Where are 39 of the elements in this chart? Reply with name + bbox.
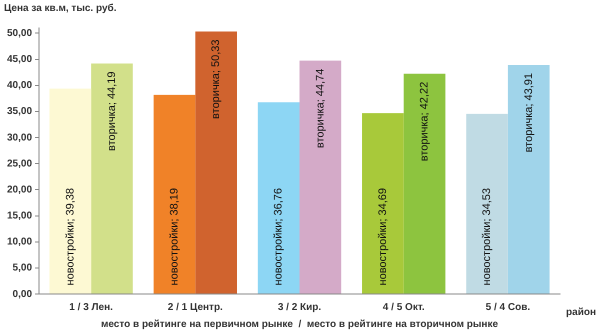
data-label: вторичка; 42,22 xyxy=(418,82,431,162)
y-tick-label: 0,00 xyxy=(12,288,32,300)
x-tick-label: 3 / 2 Кир. xyxy=(278,302,322,313)
y-tick-label: 50,00 xyxy=(6,28,32,39)
y-tick-label: 30,00 xyxy=(6,132,32,144)
bar xyxy=(91,64,133,294)
bar xyxy=(362,113,404,294)
data-label: новостройки; 39,38 xyxy=(64,188,76,286)
data-label: вторичка; 44,74 xyxy=(314,68,326,148)
data-label: новостройки; 34,53 xyxy=(481,188,494,286)
data-label: новостройки; 38,19 xyxy=(168,188,181,286)
x-tick-label: 1 / 3 Лен. xyxy=(69,302,114,313)
data-label: вторичка; 44,19 xyxy=(106,72,118,151)
bar xyxy=(300,60,342,294)
y-tick-label: 20,00 xyxy=(6,184,32,196)
data-label: вторичка; 43,91 xyxy=(522,72,535,152)
data-label: новостройки; 36,76 xyxy=(272,188,285,286)
x-tick-label: 4 / 5 Окт. xyxy=(382,302,425,313)
bar xyxy=(466,114,508,294)
y-tick-label: 10,00 xyxy=(6,236,32,248)
y-tick-label: 45,00 xyxy=(6,54,32,66)
data-label: вторичка; 50,33 xyxy=(210,39,222,119)
text: район xyxy=(566,307,596,318)
y-tick-label: 40,00 xyxy=(6,80,32,92)
y-tick-label: 35,00 xyxy=(6,106,32,118)
bar xyxy=(154,94,196,294)
y-tick-label: 15,00 xyxy=(6,210,32,222)
x-tick-label: 2 / 1 Центр. xyxy=(168,302,224,313)
x-axis-title: место в рейтинге на первичном рынке / место в рейтинге на вторичном рынке xyxy=(100,318,498,330)
bar xyxy=(508,64,550,294)
data-label: новостройки; 34,69 xyxy=(376,188,389,286)
x-tick-label: 5 / 4 Сов. xyxy=(486,302,530,313)
bar xyxy=(258,102,300,294)
y-tick-label: 25,00 xyxy=(6,158,32,170)
y-tick-label: 5,00 xyxy=(12,262,32,274)
y-axis-title: Цена за кв.м, тыс. руб. xyxy=(4,3,116,14)
bar xyxy=(49,88,92,294)
bar xyxy=(404,74,446,294)
bar xyxy=(195,31,237,294)
